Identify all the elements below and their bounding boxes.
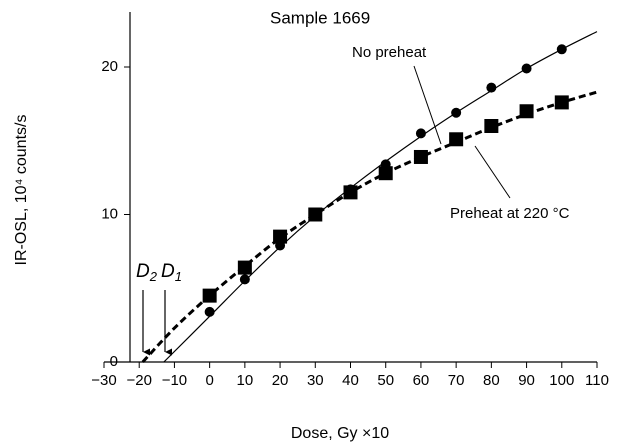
- x-tick-label: 50: [377, 372, 394, 389]
- square-marker: [484, 119, 499, 133]
- x-tick-label: −10: [162, 372, 187, 389]
- square-marker: [554, 95, 569, 110]
- annotation: No preheat: [352, 44, 427, 61]
- leader-line: [413, 65, 442, 145]
- annotation: D2: [136, 261, 158, 284]
- square-marker: [343, 185, 358, 200]
- y-tick-label: 0: [110, 353, 118, 370]
- x-tick-label: 10: [237, 372, 254, 389]
- x-tick-label: 20: [272, 372, 289, 389]
- fit-line: [141, 90, 598, 364]
- annotation-text: D: [161, 261, 175, 282]
- annotation-text: D: [136, 261, 150, 282]
- x-tick-label: 70: [448, 372, 465, 389]
- circle-marker: [415, 128, 426, 139]
- x-tick-label: 0: [205, 372, 213, 389]
- circle-marker: [521, 63, 532, 74]
- circle-marker: [556, 44, 567, 55]
- x-tick-label: 80: [483, 372, 500, 389]
- x-tick-label: 60: [413, 372, 430, 389]
- x-tick-label: 100: [549, 372, 574, 389]
- x-tick-label: 90: [518, 372, 535, 389]
- annotation-subscript: 1: [175, 269, 182, 284]
- annotation: Preheat at 220 °C: [450, 205, 570, 222]
- x-axis-label: Dose, Gy ×10: [291, 425, 389, 442]
- x-tick-label: 40: [342, 372, 359, 389]
- square-marker: [202, 288, 217, 303]
- square-marker: [308, 207, 323, 222]
- square-marker: [413, 149, 428, 164]
- chart-title: Sample 1669: [270, 8, 370, 27]
- square-marker: [273, 229, 288, 244]
- square-marker: [378, 166, 393, 181]
- x-tick-label: 110: [585, 372, 609, 389]
- annotation: D1: [161, 261, 182, 284]
- circle-marker: [486, 82, 497, 93]
- x-tick-label: −20: [126, 372, 151, 389]
- y-tick-label: 20: [101, 58, 118, 75]
- square-marker: [449, 132, 464, 147]
- fit-line: [163, 31, 598, 363]
- circle-marker: [204, 306, 215, 317]
- annotation-subscript: 2: [149, 269, 158, 284]
- circle-marker: [451, 107, 462, 118]
- square-marker: [519, 104, 534, 119]
- y-axis-label: IR-OSL, 10⁴ counts/s: [13, 115, 30, 266]
- x-tick-label: 30: [307, 372, 324, 389]
- circle-marker: [239, 274, 250, 285]
- square-marker: [237, 260, 252, 275]
- leader-line: [474, 145, 511, 199]
- x-tick-label: −30: [91, 372, 116, 389]
- y-tick-label: 10: [101, 205, 118, 222]
